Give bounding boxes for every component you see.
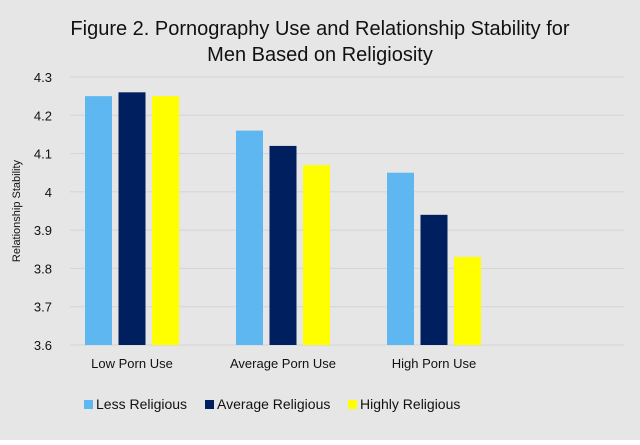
legend-item: Less Religious [84, 396, 187, 412]
bar-highly-religious-low-porn-use [152, 96, 179, 346]
legend-item: Highly Religious [348, 396, 460, 412]
legend-label: Less Religious [96, 396, 187, 412]
y-tick-label: 4.1 [34, 147, 52, 162]
x-tick-label: High Porn Use [392, 356, 477, 371]
legend-swatch [84, 400, 93, 409]
chart-title-line-2: Men Based on Religiosity [207, 44, 433, 66]
y-axis-label: Relationship Stability [11, 159, 23, 262]
chart-title-line-1: Figure 2. Pornography Use and Relationsh… [70, 18, 570, 40]
legend-swatch [205, 400, 214, 409]
bar-less-religious-low-porn-use [85, 96, 112, 346]
bar-highly-religious-high-porn-use [454, 256, 481, 345]
legend-item: Average Religious [205, 396, 330, 412]
bar-average-religious-high-porn-use [420, 214, 448, 345]
legend-label: Highly Religious [360, 396, 460, 412]
y-tick-label: 4 [45, 185, 52, 200]
x-tick-label: Low Porn Use [91, 356, 173, 371]
bar-highly-religious-average-porn-use [303, 165, 330, 345]
y-tick-label: 4.2 [34, 108, 52, 123]
y-tick-label: 3.7 [34, 300, 52, 315]
x-tick-label: Average Porn Use [230, 356, 336, 371]
legend-label: Average Religious [217, 396, 330, 412]
bar-average-religious-average-porn-use [269, 145, 297, 345]
legend-swatch [348, 400, 357, 409]
y-tick-label: 3.6 [34, 338, 52, 353]
y-tick-label: 3.8 [34, 261, 52, 276]
y-tick-label: 3.9 [34, 223, 52, 238]
bar-average-religious-low-porn-use [118, 92, 146, 345]
y-tick-label: 4.3 [34, 70, 52, 85]
bar-less-religious-high-porn-use [387, 172, 414, 345]
bar-less-religious-average-porn-use [236, 130, 263, 345]
